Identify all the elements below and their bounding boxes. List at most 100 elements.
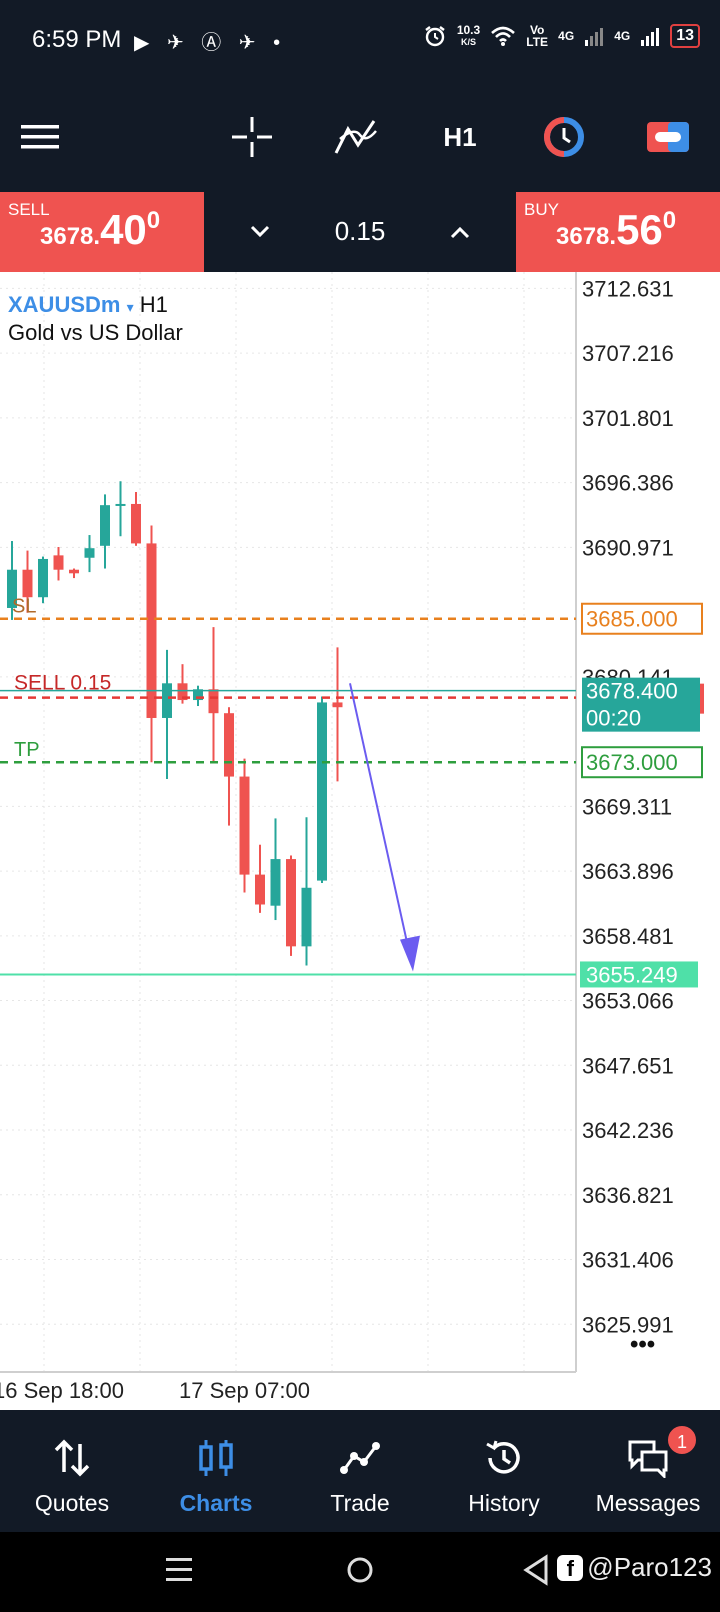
nav-history[interactable]: History	[432, 1410, 576, 1532]
symbol-description: Gold vs US Dollar	[8, 320, 183, 345]
horizontal-line-price: 3655.249	[586, 962, 678, 987]
timeframe-button[interactable]: H1	[430, 82, 490, 192]
candle-body	[301, 887, 312, 947]
quotes-icon	[54, 1439, 90, 1477]
sell-price-sup: 0	[146, 207, 161, 234]
watermark-text: @Paro123	[587, 1552, 712, 1582]
candle-body	[7, 569, 17, 608]
crosshair-button[interactable]	[222, 82, 282, 192]
indicators-button[interactable]	[326, 82, 386, 192]
price-tick-label: 3663.896	[582, 859, 674, 884]
candle-body	[239, 776, 250, 875]
status-right: 10.3 K/S Vo LTE 4G 4G 13	[423, 24, 700, 48]
symbol-timeframe: H1	[139, 292, 168, 317]
buy-button[interactable]: BUY 3678.560	[516, 192, 720, 272]
candle-body	[270, 859, 281, 906]
more-options-icon: •••	[630, 1331, 655, 1358]
chevron-up-icon	[450, 226, 470, 239]
nav-quotes[interactable]: Quotes	[0, 1410, 144, 1532]
sell-price: 3678.400	[40, 206, 160, 254]
candle-body	[224, 713, 234, 777]
volume-increase-button[interactable]	[448, 212, 472, 257]
network-4g-2: 4G	[614, 29, 631, 43]
messages-badge: 1	[666, 1424, 698, 1456]
trend-arrow-head[interactable]	[400, 935, 420, 972]
home-icon[interactable]	[344, 1554, 376, 1586]
nav-messages-label: Messages	[595, 1490, 701, 1516]
trend-arrow-line[interactable]	[349, 683, 411, 957]
take-profit-price-badge	[581, 746, 703, 779]
wifi-icon	[491, 26, 516, 46]
symbol-header[interactable]: XAUUSDm ▾ H1	[8, 292, 168, 318]
stop-loss-label: SL	[12, 596, 36, 618]
menu-icon	[21, 125, 59, 149]
recent-apps-icon[interactable]	[164, 1554, 194, 1586]
price-tick-label: 3696.386	[582, 471, 674, 496]
price-chart[interactable]: 3712.631 3707.216 3701.801 3696.386 3690.971…	[0, 272, 720, 1410]
candle-body	[53, 555, 64, 570]
trade-toggle-button[interactable]	[638, 82, 698, 192]
buy-price-main: 3678.	[556, 223, 617, 250]
notification-icons: ▶ ✈ Ⓐ ✈ •	[134, 32, 287, 54]
one-click-trading-button[interactable]	[534, 82, 594, 192]
sell-price-main: 3678.	[40, 223, 101, 250]
signal-icon-2	[641, 28, 660, 46]
price-tick-label: 3653.066	[582, 989, 674, 1014]
candle-body	[115, 503, 126, 506]
charts-icon	[199, 1440, 233, 1476]
symbol-name[interactable]: XAUUSDm	[8, 292, 121, 317]
network-4g-1: 4G	[558, 29, 575, 43]
candle-body	[255, 874, 265, 905]
nav-history-label: History	[468, 1490, 540, 1516]
volume-value[interactable]: 0.15	[334, 216, 386, 246]
nav-quotes-label: Quotes	[34, 1490, 110, 1516]
sell-button[interactable]: SELL 3678.400	[0, 192, 204, 272]
price-tick-label: 3712.631	[582, 276, 674, 301]
horizontal-line-price-badge	[580, 961, 698, 988]
nav-trade-label: Trade	[330, 1490, 390, 1516]
back-icon[interactable]	[522, 1554, 550, 1586]
trade-toggle-icon	[647, 122, 689, 152]
indicators-icon	[334, 120, 377, 154]
candle-body	[317, 702, 327, 881]
time-tick-label: 17 Sep 07:00	[179, 1378, 310, 1403]
candle-body	[84, 548, 95, 558]
buy-price-big: 56	[616, 206, 663, 253]
net-speed-unit: K/S	[460, 37, 476, 47]
candle-countdown: 00:20	[586, 706, 641, 731]
price-tick-label: 3669.311	[582, 794, 672, 819]
buy-price-sup: 0	[662, 207, 677, 234]
nav-trade[interactable]: Trade	[288, 1410, 432, 1532]
symbol-dropdown-icon[interactable]: ▾	[126, 299, 134, 315]
messages-icon	[628, 1440, 668, 1478]
price-tick-label: 3636.821	[582, 1183, 674, 1208]
watermark: f @Paro123	[557, 1552, 712, 1583]
menu-button[interactable]	[10, 82, 70, 192]
history-icon	[486, 1440, 520, 1474]
chevron-down-icon	[250, 225, 270, 238]
price-tick-label: 3707.216	[582, 341, 674, 366]
bottom-navigation: Quotes Charts Trade History 1 Messages	[0, 1410, 720, 1532]
sell-label: SELL	[8, 200, 50, 219]
volume-decrease-button[interactable]	[248, 212, 272, 257]
candle-body	[22, 569, 33, 598]
price-tick-label: 3701.801	[582, 406, 674, 431]
timeframe-label: H1	[443, 121, 477, 152]
nav-charts-label: Charts	[179, 1490, 253, 1516]
current-price: 3678.400	[586, 679, 678, 704]
chart-area[interactable]: 3712.631 3707.216 3701.801 3696.386 3690.971…	[0, 272, 720, 1410]
nav-charts[interactable]: Charts	[144, 1410, 288, 1532]
current-price-badge-edge	[700, 683, 704, 714]
nav-messages[interactable]: 1 Messages	[576, 1410, 720, 1532]
price-tick-label: 3647.651	[582, 1053, 674, 1078]
candle-body	[332, 702, 343, 708]
trade-icon	[340, 1442, 380, 1474]
candle-body	[100, 505, 110, 546]
take-profit-price: 3673.000	[586, 750, 678, 775]
net-speed-value: 10.3	[456, 23, 481, 37]
facebook-icon: f	[557, 1554, 584, 1581]
price-tick-label: 3625.991	[582, 1312, 674, 1337]
signal-icon	[585, 28, 604, 46]
candle-body	[177, 683, 188, 701]
candle-body	[162, 683, 172, 718]
